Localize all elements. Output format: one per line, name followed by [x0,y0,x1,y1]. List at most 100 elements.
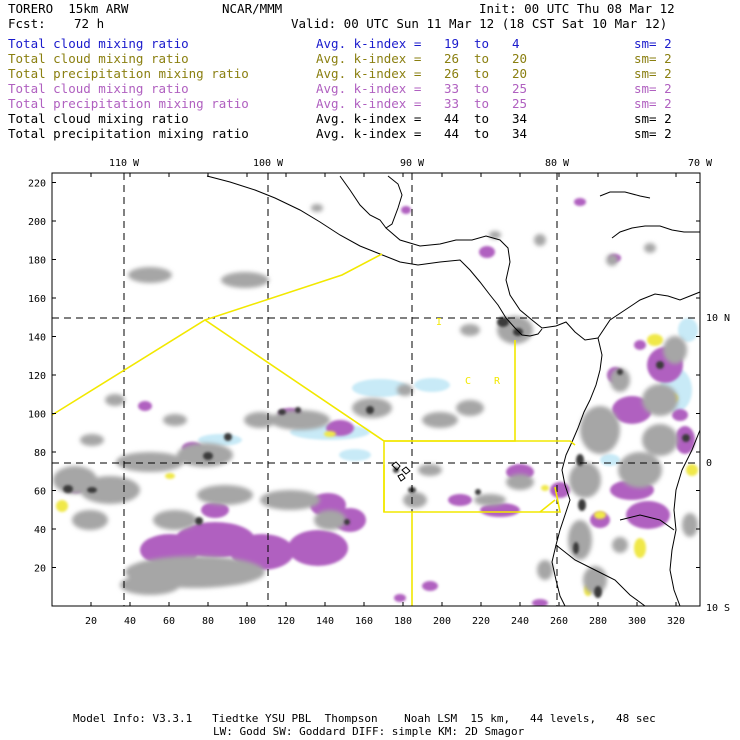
legend-kindex-label: Avg. k-index = [316,96,422,111]
legend-field: Total precipitation mixing ratio [8,66,249,81]
legend-kindex-label: Avg. k-index = [316,111,422,126]
legend-kindex-label: Avg. k-index = [316,81,422,96]
legend-to: to [474,111,490,126]
legend-kindex-to: 20 [512,51,528,66]
legend-kindex-from: 44 [444,111,460,126]
x-tick-label: 260 [550,616,568,627]
legend-kindex-label: Avg. k-index = [316,36,422,51]
legend-kindex-to: 25 [512,81,528,96]
legend-kindex-label: Avg. k-index = [316,51,422,66]
cloud-shading [53,204,698,595]
legend-kindex-to: 4 [512,36,520,51]
x-tick-label: 300 [628,616,646,627]
legend-field: Total cloud mixing ratio [8,81,189,96]
latitude-label: 10 N [706,313,730,324]
legend-to: to [474,51,490,66]
legend-row: Total cloud mixing ratio Avg. k-index = 44… [8,112,728,126]
x-tick-label: 140 [316,616,334,627]
forecast-label: Fcst: [8,16,46,31]
latitude-label: 10 S [706,603,730,614]
x-tick-label: 40 [124,616,136,627]
y-tick-label: 180 [28,256,46,267]
y-tick-label: 120 [28,371,46,382]
model-title: TORERO 15km ARW [8,1,129,16]
legend-row: Total cloud mixing ratio Avg. k-index = 33… [8,82,728,96]
legend-row: Total cloud mixing ratio Avg. k-index = 26… [8,52,728,66]
legend-kindex-from: 44 [444,126,460,141]
lat-lon-grid [52,173,700,606]
latitude-label: 0 [706,458,712,469]
physics-info: LW: Godd SW: Goddard DIFF: simple KM: 2D… [213,725,525,738]
x-tick-label: 180 [394,616,412,627]
coastlines [206,175,701,607]
legend-smoothing: sm= 2 [634,81,672,96]
legend-to: to [474,81,490,96]
legend-row: Total precipitation mixing ratio Avg. k-i… [8,127,728,141]
x-tick-label: 220 [472,616,490,627]
x-tick-label: 60 [163,616,175,627]
legend-kindex-from: 19 [444,36,460,51]
legend-row: Total precipitation mixing ratio Avg. k-i… [8,67,728,81]
y-tick-label: 140 [28,333,46,344]
y-tick-label: 160 [28,294,46,305]
legend-smoothing: sm= 2 [634,36,672,51]
legend-kindex-from: 26 [444,51,460,66]
legend-to: to [474,126,490,141]
legend-kindex-to: 34 [512,111,528,126]
longitude-label: 90 W [400,158,425,169]
legend-smoothing: sm= 2 [634,66,672,81]
init-time: Init: 00 UTC Thu 08 Mar 12 [479,1,675,16]
longitude-label: 70 W [688,158,713,169]
legend-smoothing: sm= 2 [634,111,672,126]
legend-field: Total cloud mixing ratio [8,51,189,66]
legend-row: Total cloud mixing ratio Avg. k-index = 19… [8,37,728,51]
y-tick-label: 100 [28,410,46,421]
legend-field: Total precipitation mixing ratio [8,126,249,141]
legend-smoothing: sm= 2 [634,96,672,111]
x-tick-label: 100 [238,616,256,627]
x-tick-label: 240 [511,616,529,627]
legend-smoothing: sm= 2 [634,126,672,141]
plot-frame [51,172,701,607]
region-label-c: C [465,376,471,387]
x-tick-label: 160 [355,616,373,627]
legend-kindex-to: 25 [512,96,528,111]
x-tick-label: 320 [667,616,685,627]
y-tick-label: 220 [28,179,46,190]
longitude-label: 110 W [109,158,140,169]
x-tick-label: 120 [277,616,295,627]
organization: NCAR/MMM [222,1,283,16]
valid-time: Valid: 00 UTC Sun 11 Mar 12 (18 CST Sat … [291,16,668,31]
legend-field: Total cloud mixing ratio [8,111,189,126]
analysis-boxes [51,253,576,606]
region-label-i: I [436,317,442,328]
legend-to: to [474,96,490,111]
x-tick-label: 200 [433,616,451,627]
y-tick-label: 20 [34,564,46,575]
model-info: Model Info: V3.3.1 Tiedtke YSU PBL Thomp… [73,712,656,725]
light-cloud-shading [198,318,698,466]
legend-kindex-label: Avg. k-index = [316,66,422,81]
legend-kindex-from: 26 [444,66,460,81]
legend-field: Total precipitation mixing ratio [8,96,249,111]
cloud-core-shading [63,317,690,598]
x-tick-label: 280 [589,616,607,627]
longitude-label: 100 W [253,158,284,169]
y-tick-label: 80 [34,448,46,459]
legend-kindex-to: 34 [512,126,528,141]
axes: 220 200 180 160 140 120 100 80 60 40 20 20 40 60 80 100… [28,158,730,627]
forecast-hour: 72 h [74,16,105,31]
x-tick-label: 80 [202,616,214,627]
legend-to: to [474,66,490,81]
field-layer [53,198,698,606]
y-tick-label: 60 [34,487,46,498]
legend-kindex-to: 20 [512,66,528,81]
legend-to: to [474,36,490,51]
legend-row: Total precipitation mixing ratio Avg. k-i… [8,97,728,111]
legend-kindex-label: Avg. k-index = [316,126,422,141]
legend-kindex-from: 33 [444,81,460,96]
y-tick-label: 40 [34,525,46,536]
legend-kindex-from: 33 [444,96,460,111]
legend-smoothing: sm= 2 [634,51,672,66]
